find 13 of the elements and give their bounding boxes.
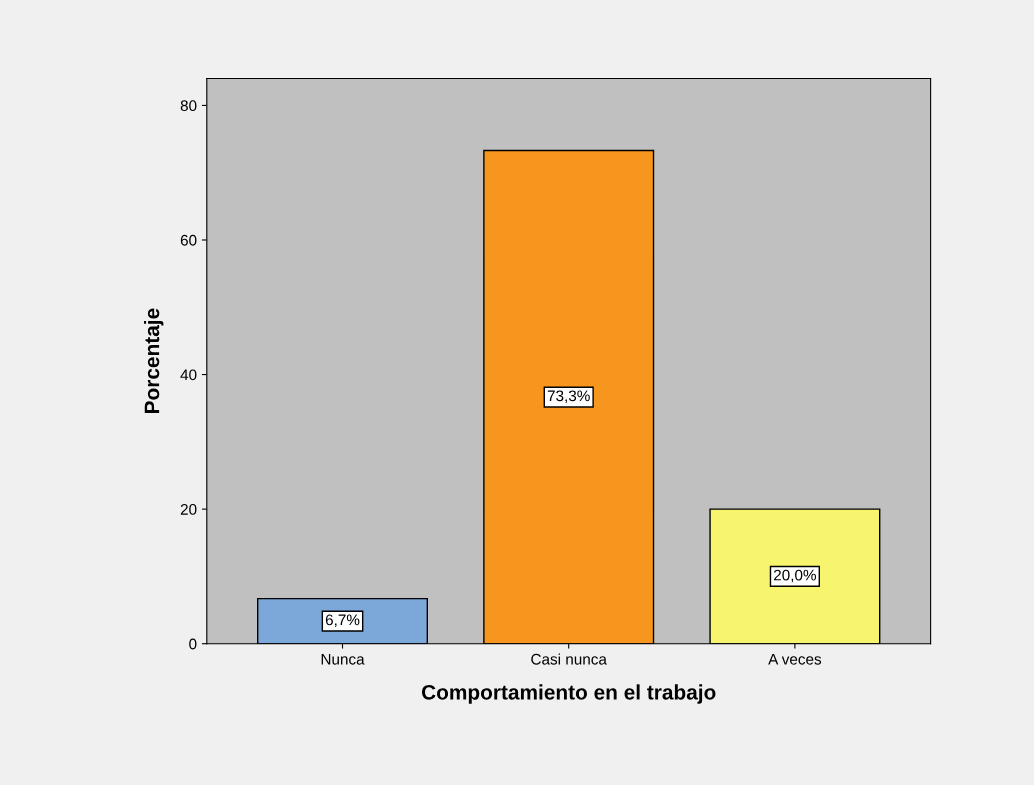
data-label: 73,3% — [547, 390, 590, 403]
y-tick-label: 0 — [189, 638, 197, 650]
y-tick-label: 60 — [180, 234, 197, 246]
x-tick-label: Casi nunca — [531, 653, 607, 665]
x-tick-label: Nunca — [321, 653, 365, 665]
y-axis-title: Porcentaje — [144, 308, 164, 413]
y-tick-label: 40 — [180, 369, 197, 381]
x-axis-title: Comportamiento en el trabajo — [421, 684, 716, 704]
y-tick-label: 80 — [180, 100, 197, 112]
data-label: 20,0% — [774, 569, 816, 583]
y-tick-label: 20 — [180, 504, 197, 515]
data-label: 6,7% — [325, 614, 360, 628]
x-tick-label: A veces — [768, 653, 822, 665]
